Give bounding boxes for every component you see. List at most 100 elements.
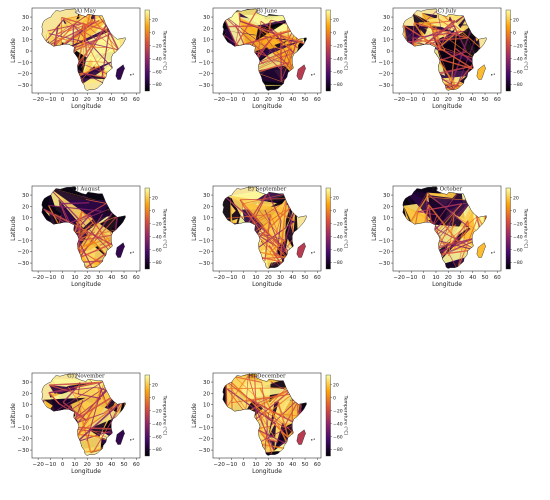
colorbar-tick-label: −20 bbox=[513, 43, 523, 49]
panel-title: G) November bbox=[67, 373, 105, 380]
island-marker bbox=[311, 74, 313, 76]
colorbar bbox=[144, 9, 150, 92]
y-tick-label: 20 bbox=[22, 26, 29, 32]
x-tick-label: 60 bbox=[133, 275, 140, 281]
y-tick-label: 10 bbox=[203, 38, 210, 44]
colorbar-tick-label: 20 bbox=[152, 17, 158, 23]
y-tick-label: −20 bbox=[198, 437, 210, 443]
y-axis-label: Latitude bbox=[191, 38, 198, 63]
y-tick-label: 0 bbox=[207, 414, 211, 420]
y-tick-label: 30 bbox=[203, 193, 210, 199]
island-marker bbox=[130, 74, 132, 76]
x-axis-label: Longitude bbox=[252, 103, 282, 110]
y-tick-label: 10 bbox=[383, 216, 390, 222]
colorbar-tick-label: −80 bbox=[333, 260, 343, 266]
y-tick-label: −20 bbox=[17, 250, 29, 256]
x-tick-label: 60 bbox=[494, 97, 501, 103]
x-tick-label: 30 bbox=[96, 275, 103, 281]
colorbar-tick-label: −80 bbox=[152, 260, 162, 266]
colorbar-tick-label: −60 bbox=[333, 434, 343, 440]
panel-title: H) December bbox=[248, 373, 286, 380]
colorbar-label: Temperature (°C) bbox=[523, 208, 529, 249]
panel-title: A) May bbox=[75, 8, 97, 15]
colorbar-tick-label: 0 bbox=[513, 208, 516, 214]
island-marker bbox=[311, 439, 313, 441]
y-tick-label: 10 bbox=[22, 403, 29, 409]
y-tick-label: 0 bbox=[387, 49, 391, 55]
y-axis-label: Latitude bbox=[191, 403, 198, 428]
x-tick-label: −10 bbox=[45, 275, 57, 281]
y-tick-label: −10 bbox=[17, 238, 29, 244]
island-marker bbox=[313, 251, 315, 253]
x-tick-label: 10 bbox=[252, 462, 259, 468]
colorbar-tick-label: 0 bbox=[152, 30, 155, 36]
panel-title: C) July bbox=[438, 8, 458, 15]
colorbar-tick-label: 0 bbox=[333, 30, 336, 36]
colorbar-tick-label: −20 bbox=[513, 221, 523, 227]
y-tick-label: 30 bbox=[203, 380, 210, 386]
x-tick-label: 0 bbox=[422, 275, 426, 281]
colorbar-tick-label: −40 bbox=[152, 234, 162, 240]
y-tick-label: −30 bbox=[378, 83, 390, 89]
y-tick-label: 30 bbox=[22, 15, 29, 21]
x-tick-label: 30 bbox=[277, 97, 284, 103]
x-tick-label: 60 bbox=[314, 462, 321, 468]
x-tick-label: 40 bbox=[289, 462, 296, 468]
x-axis-label: Longitude bbox=[71, 468, 101, 475]
x-tick-label: 10 bbox=[432, 97, 439, 103]
x-tick-label: −10 bbox=[406, 97, 418, 103]
panel-title: F) October bbox=[432, 186, 463, 193]
colorbar-tick-label: −40 bbox=[513, 234, 523, 240]
y-axis-label: Latitude bbox=[371, 216, 378, 241]
y-tick-label: 30 bbox=[203, 15, 210, 21]
colorbar-tick-label: −80 bbox=[513, 82, 523, 88]
island-marker bbox=[491, 74, 493, 76]
colorbar-tick-label: 0 bbox=[513, 30, 516, 36]
y-tick-label: −10 bbox=[17, 425, 29, 431]
colorbar-tick-label: −60 bbox=[152, 434, 162, 440]
x-tick-label: 0 bbox=[61, 462, 65, 468]
colorbar bbox=[325, 374, 331, 457]
map-panel: C) July−20 −10 0 10 20 30 40 50 603020100−10−20−… bbox=[371, 8, 529, 110]
x-tick-label: 20 bbox=[265, 97, 272, 103]
x-tick-label: −20 bbox=[393, 97, 405, 103]
x-tick-label: 20 bbox=[265, 462, 272, 468]
madagascar-outline bbox=[115, 429, 125, 445]
x-tick-label: 0 bbox=[61, 275, 65, 281]
colorbar-tick-label: 0 bbox=[333, 395, 336, 401]
y-tick-label: 0 bbox=[207, 227, 211, 233]
x-tick-label: −20 bbox=[213, 462, 225, 468]
africa-outline bbox=[41, 8, 126, 91]
colorbar-tick-label: −80 bbox=[152, 447, 162, 453]
colorbar-label: Temperature (°C) bbox=[162, 395, 168, 436]
x-tick-label: 60 bbox=[133, 97, 140, 103]
y-tick-label: −20 bbox=[198, 72, 210, 78]
x-tick-label: 30 bbox=[457, 275, 464, 281]
x-tick-label: 40 bbox=[289, 97, 296, 103]
colorbar-tick-label: −60 bbox=[513, 69, 523, 75]
colorbar-tick-label: −60 bbox=[333, 69, 343, 75]
colorbar-tick-label: −20 bbox=[333, 43, 343, 49]
africa-outline bbox=[222, 8, 307, 91]
y-tick-label: −10 bbox=[378, 238, 390, 244]
x-tick-label: 20 bbox=[445, 275, 452, 281]
y-axis-label: Latitude bbox=[191, 216, 198, 241]
y-tick-label: 10 bbox=[22, 216, 29, 222]
x-tick-label: −10 bbox=[226, 97, 238, 103]
y-tick-label: −30 bbox=[17, 261, 29, 267]
x-tick-label: 0 bbox=[422, 97, 426, 103]
x-tick-label: 0 bbox=[61, 97, 65, 103]
africa-outline bbox=[222, 373, 307, 456]
x-tick-label: 60 bbox=[494, 275, 501, 281]
colorbar-tick-label: 20 bbox=[333, 17, 339, 23]
x-tick-label: −10 bbox=[45, 97, 57, 103]
y-tick-label: 30 bbox=[22, 380, 29, 386]
y-axis-label: Latitude bbox=[10, 403, 17, 428]
panel-title: B) June bbox=[257, 8, 277, 15]
y-tick-label: 0 bbox=[26, 49, 30, 55]
y-tick-label: −30 bbox=[17, 83, 29, 89]
island-marker bbox=[493, 73, 495, 75]
x-tick-label: 50 bbox=[121, 97, 128, 103]
map-panel: A) May−20 −10 0 10 20 30 40 50 603020100−10−20−3… bbox=[10, 8, 168, 110]
africa-outline bbox=[402, 8, 487, 91]
